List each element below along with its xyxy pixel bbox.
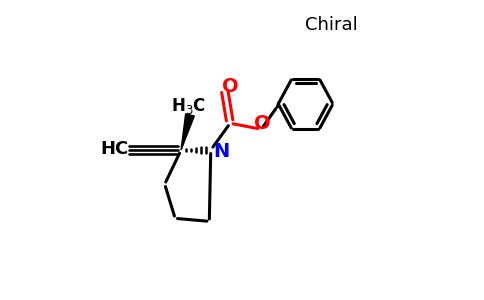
Text: H$_3$C: H$_3$C (171, 96, 206, 116)
Text: N: N (213, 142, 229, 161)
Text: O: O (222, 76, 239, 96)
Text: HC: HC (100, 140, 128, 158)
Text: O: O (255, 114, 271, 133)
Polygon shape (181, 114, 194, 150)
Text: Chiral: Chiral (305, 16, 358, 34)
